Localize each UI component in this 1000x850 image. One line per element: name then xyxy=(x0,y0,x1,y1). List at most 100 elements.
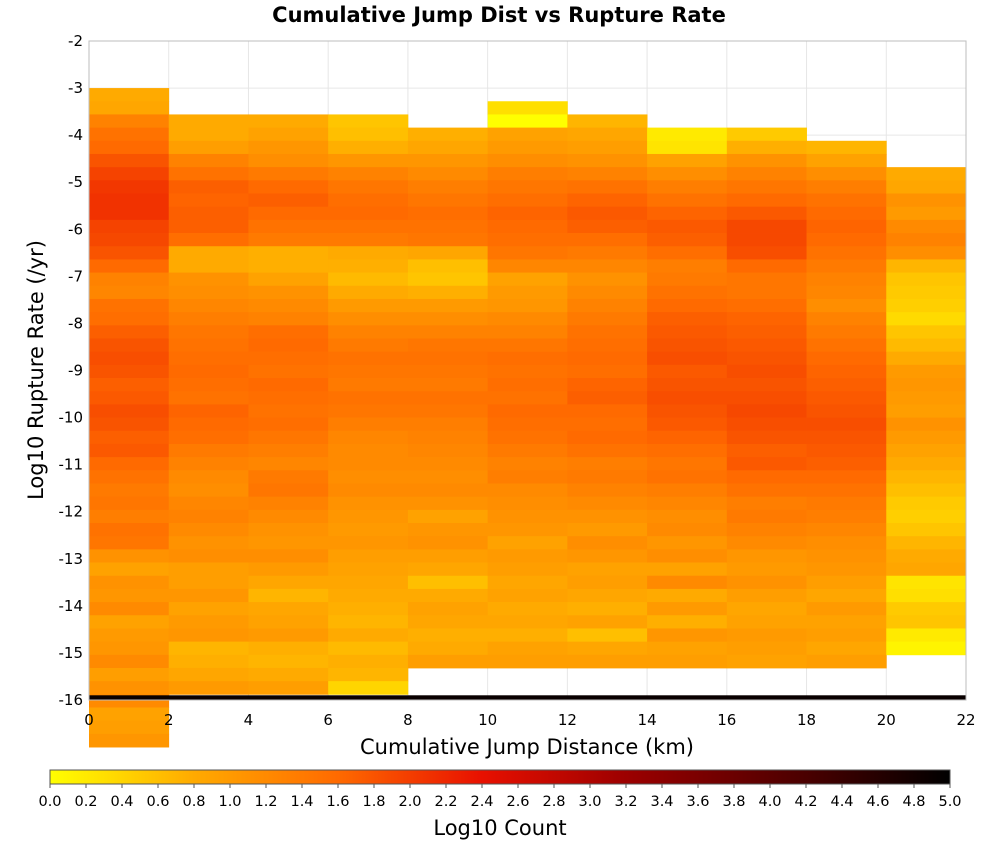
heatmap-cell xyxy=(407,509,489,524)
heatmap-cell xyxy=(886,588,967,603)
colorbar-tick-label: 3.6 xyxy=(686,794,709,810)
heatmap-cell xyxy=(248,562,329,577)
heatmap-cell xyxy=(567,457,648,471)
x-axis-label: Cumulative Jump Distance (km) xyxy=(360,735,694,759)
heatmap-cell xyxy=(89,443,170,458)
x-tick-label: 12 xyxy=(558,711,577,729)
heatmap-cell xyxy=(407,562,489,577)
heatmap-cell xyxy=(567,470,648,484)
x-tick-label: 22 xyxy=(956,711,975,729)
heatmap-cell xyxy=(567,298,648,313)
heatmap-cell xyxy=(487,101,568,115)
heatmap-cell xyxy=(407,391,489,405)
heatmap-cell xyxy=(647,417,728,432)
colorbar-tick-label: 0.8 xyxy=(182,794,205,810)
heatmap-cell xyxy=(328,404,409,418)
colorbar-tick-label: 4.2 xyxy=(794,794,817,810)
heatmap-cell xyxy=(806,523,887,537)
heatmap-cell xyxy=(726,298,807,313)
x-tick-label: 4 xyxy=(244,711,254,729)
heatmap-cell xyxy=(248,391,329,405)
heatmap-cell xyxy=(89,509,170,524)
heatmap-cell xyxy=(328,180,409,194)
colorbar-tick-label: 2.6 xyxy=(506,794,529,810)
heatmap-cell xyxy=(647,325,728,339)
colorbar-tick-label: 3.2 xyxy=(614,794,637,810)
heatmap-cell xyxy=(407,575,489,590)
heatmap-cell xyxy=(89,667,170,682)
heatmap-cell xyxy=(407,641,489,656)
heatmap-cell xyxy=(806,219,887,234)
colorbar-tick-label: 0.2 xyxy=(74,794,97,810)
heatmap-cell xyxy=(647,193,728,208)
heatmap-cell xyxy=(726,628,807,643)
heatmap-cell xyxy=(328,246,409,260)
heatmap-cell xyxy=(248,588,329,603)
heatmap-cell xyxy=(567,153,648,168)
heatmap-cell xyxy=(168,536,249,550)
heatmap-cell xyxy=(567,246,648,260)
heatmap-cell xyxy=(487,193,568,208)
heatmap-cell xyxy=(89,681,170,695)
heatmap-cell xyxy=(487,483,568,498)
heatmap-cell xyxy=(567,364,648,379)
heatmap-cell xyxy=(726,246,807,260)
heatmap-cell xyxy=(407,496,489,511)
heatmap-cell xyxy=(726,391,807,405)
heatmap-cell xyxy=(89,285,170,300)
heatmap-cell xyxy=(806,562,887,577)
heatmap-cell xyxy=(248,509,329,524)
heatmap-cell xyxy=(407,615,489,629)
heatmap-cell xyxy=(886,378,967,392)
heatmap-cell xyxy=(806,628,887,643)
heatmap-cell xyxy=(726,338,807,353)
heatmap-cell xyxy=(726,219,807,234)
heatmap-cell xyxy=(407,364,489,379)
heatmap-cell xyxy=(886,206,967,221)
heatmap-cell xyxy=(806,259,887,273)
y-tick-label: -13 xyxy=(59,550,84,568)
heatmap-cell xyxy=(328,417,409,432)
heatmap-cell xyxy=(487,338,568,353)
heatmap-cell xyxy=(487,127,568,142)
heatmap-cell xyxy=(328,193,409,208)
heatmap-cell xyxy=(886,628,967,643)
heatmap-cell xyxy=(248,272,329,287)
heatmap-cell xyxy=(806,536,887,550)
y-tick-label: -11 xyxy=(59,456,84,474)
heatmap-cell xyxy=(328,588,409,603)
colorbar-tick-label: 4.6 xyxy=(866,794,889,810)
heatmap-cell xyxy=(886,483,967,498)
heatmap-cell xyxy=(407,443,489,458)
heatmap-cell xyxy=(407,351,489,366)
heatmap-cell xyxy=(487,364,568,379)
chart-title: Cumulative Jump Dist vs Rupture Rate xyxy=(272,3,726,27)
heatmap-cell xyxy=(567,523,648,537)
heatmap-cell xyxy=(328,338,409,353)
heatmap-cell xyxy=(407,430,489,445)
y-tick-label: -16 xyxy=(59,691,84,709)
heatmap-cell xyxy=(886,509,967,524)
heatmap-cell xyxy=(487,285,568,300)
heatmap-cell xyxy=(89,364,170,379)
heatmap-cell xyxy=(248,602,329,616)
heatmap-cell xyxy=(89,180,170,194)
heatmap-cell xyxy=(806,470,887,484)
heatmap-cell xyxy=(806,641,887,656)
heatmap-cell xyxy=(168,338,249,353)
heatmap-cell xyxy=(407,536,489,550)
heatmap-cell xyxy=(487,153,568,168)
colorbar-tick-label: 2.2 xyxy=(434,794,457,810)
y-tick-label: -3 xyxy=(68,79,83,97)
heatmap-cell xyxy=(886,523,967,537)
heatmap-cell xyxy=(89,153,170,168)
heatmap-cell xyxy=(487,496,568,511)
heatmap-cell xyxy=(726,206,807,221)
heatmap-cell xyxy=(726,325,807,339)
heatmap-cell xyxy=(168,549,249,563)
heatmap-cell xyxy=(89,615,170,629)
heatmap-cell xyxy=(168,325,249,339)
heatmap-cell xyxy=(806,312,887,326)
heatmap-cell xyxy=(886,496,967,511)
heatmap-cell xyxy=(567,615,648,629)
